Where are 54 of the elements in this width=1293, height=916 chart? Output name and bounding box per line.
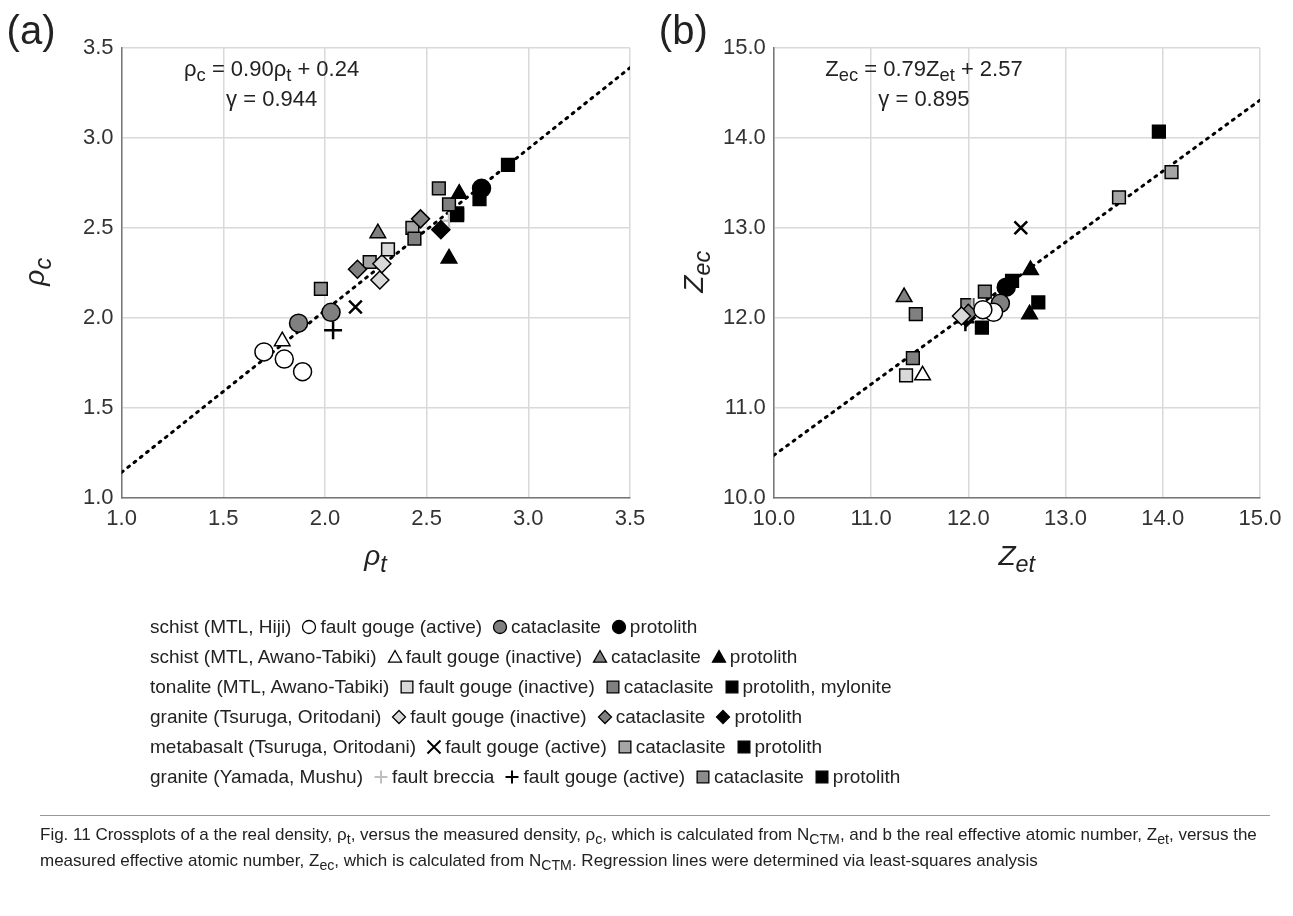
y-tick-label: 2.0: [82, 303, 114, 329]
y-tick-label: 3.0: [82, 123, 114, 149]
x-tick-label: 14.0: [1141, 504, 1185, 530]
legend-label: protolith: [832, 766, 901, 787]
y-tick-label: 11.0: [724, 393, 766, 419]
x-tick-label: 11.0: [850, 504, 892, 530]
text: granite (Tsuruga, Oritodani): [150, 706, 382, 727]
x-tick-label: 15.0: [1238, 504, 1282, 530]
legend-label: fault gouge (inactive): [405, 646, 583, 667]
legend-label: fault gouge (active): [320, 616, 483, 637]
legend-label: cataclasite: [635, 736, 726, 757]
text: granite (Yamada, Mushu): [150, 766, 363, 787]
x-axis-title: ρ$_{t}$: [364, 539, 387, 578]
chart-title: (a): [6, 8, 56, 53]
y-tick-label: 2.5: [82, 213, 114, 239]
y-tick-label: 13.0: [722, 213, 766, 239]
x-tick-label: 3.0: [513, 504, 544, 530]
text: tonalite (MTL, Awano-Tabiki): [150, 676, 390, 697]
x-tick-label: 2.0: [309, 504, 341, 530]
text: schist (MTL, Awano-Tabiki): [150, 646, 377, 667]
legend-label: protolith: [729, 646, 798, 667]
legend-label: protolith: [629, 616, 698, 637]
legend-label: fault gouge (active): [445, 736, 607, 757]
y-tick-label: 12.0: [722, 303, 766, 329]
x-tick-label: 3.5: [614, 504, 646, 530]
text: schist (MTL, Hiji): [150, 616, 292, 637]
chart-title: (b): [658, 8, 708, 53]
x-tick-label: 13.0: [1044, 504, 1087, 530]
legend-label: cataclasite: [714, 766, 804, 787]
legend-label: fault gouge (active): [523, 766, 686, 787]
legend-label: fault breccia: [391, 766, 495, 787]
y-tick-label: 15.0: [722, 34, 766, 60]
x-tick-label: 2.5: [411, 504, 442, 530]
legend-label: protolith: [734, 706, 803, 727]
annotation: γ = 0.944: [226, 86, 318, 112]
legend-label: fault gouge (inactive): [418, 676, 595, 697]
y-tick-label: 14.0: [722, 123, 766, 149]
x-tick-label: 1.5: [207, 504, 239, 530]
legend-label: protolith: [754, 736, 823, 757]
legend-label: protolith, mylonite: [742, 676, 892, 697]
legend-label: fault gouge (inactive): [410, 706, 587, 727]
annotation: ρ$_{c}$ = 0.90ρ$_{t}$ + 0.24: [184, 56, 360, 87]
legend-label: cataclasite: [511, 616, 601, 637]
legend-label: cataclasite: [623, 676, 714, 697]
annotation: Z$_{ec}$ = 0.79Z$_{et}$ + 2.57: [825, 56, 1023, 87]
x-axis-title: Z$_{et}$: [998, 539, 1035, 578]
y-tick-label: 1.5: [82, 393, 114, 419]
annotation: γ = 0.895: [878, 86, 970, 112]
text: metabasalt (Tsuruga, Oritodani): [150, 736, 417, 757]
legend-label: cataclasite: [615, 706, 706, 727]
y-tick-label: 3.5: [82, 34, 114, 60]
legend-label: cataclasite: [611, 646, 701, 667]
text: Fig. 11 Crossplots of a the real density, ρ$_{t}$, versus the measured density, ρ$_{c}$, which is calculated from N$_{CTM}$, and b the real effective atomic number, Z$_{et}$, versus the measured effective atomic number, Z$_{ec}$, which is calculated from N$_{CTM}$. Regression lines were determined via least-squares analysis: [40, 825, 1257, 874]
x-tick-label: 12.0: [946, 504, 990, 530]
